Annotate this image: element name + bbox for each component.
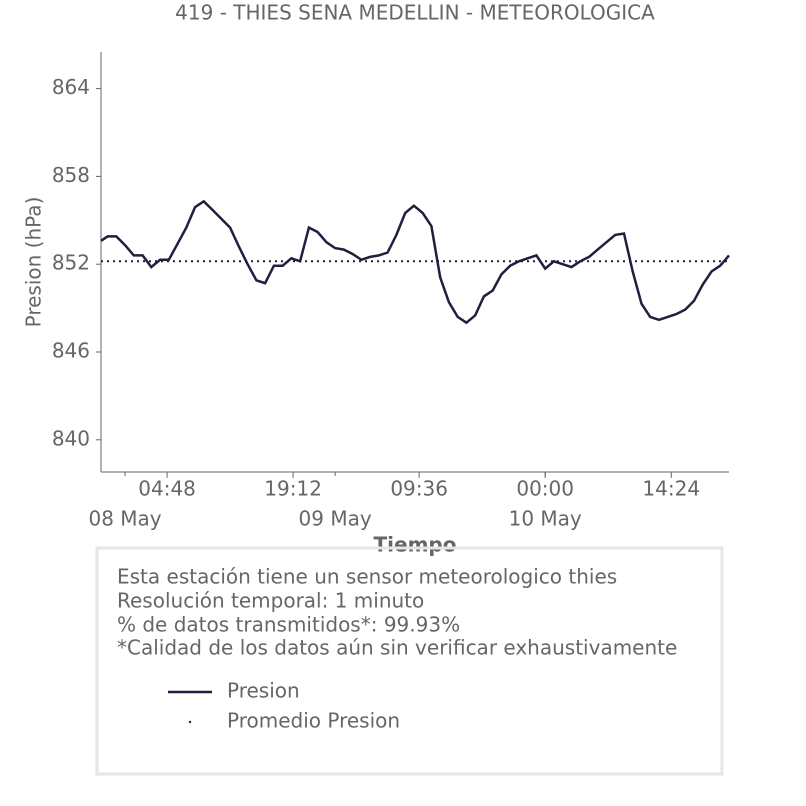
chart-title: 419 - THIES SENA MEDELLIN - METEOROLOGIC… — [175, 1, 655, 25]
x-tick-label: 04:48 — [138, 477, 196, 501]
y-tick-label: 852 — [52, 251, 90, 275]
y-tick-label: 846 — [52, 339, 90, 363]
x-tick-label: 09:36 — [390, 477, 448, 501]
y-tick-label: 858 — [52, 163, 90, 187]
x-date-label: 08 May — [88, 507, 161, 531]
y-tick-label: 864 — [52, 75, 90, 99]
line — [100, 199, 730, 325]
x-tick-label: 19:12 — [264, 477, 322, 501]
x-date-label: 10 May — [509, 507, 582, 531]
legend-label: Presion — [227, 679, 300, 703]
x-tick-label: 00:00 — [516, 477, 574, 501]
info-line: % de datos transmitidos*: 99.93% — [117, 613, 460, 637]
legend-label: Promedio Presion — [227, 709, 400, 733]
info-line: *Calidad de los datos aún sin verificar … — [117, 636, 677, 660]
y-tick-label: 840 — [52, 426, 90, 450]
info-line: Resolución temporal: 1 minuto — [117, 589, 424, 613]
info-line: Esta estación tiene un sensor meteorolog… — [117, 565, 617, 589]
x-tick-label: 14:24 — [642, 477, 700, 501]
info-box — [95, 546, 724, 776]
x-date-label: 09 May — [299, 507, 372, 531]
y-axis-label: Presion (hPa) — [22, 197, 46, 328]
legend-marker — [188, 720, 192, 724]
x-axis-label: Tiempo — [374, 533, 457, 557]
